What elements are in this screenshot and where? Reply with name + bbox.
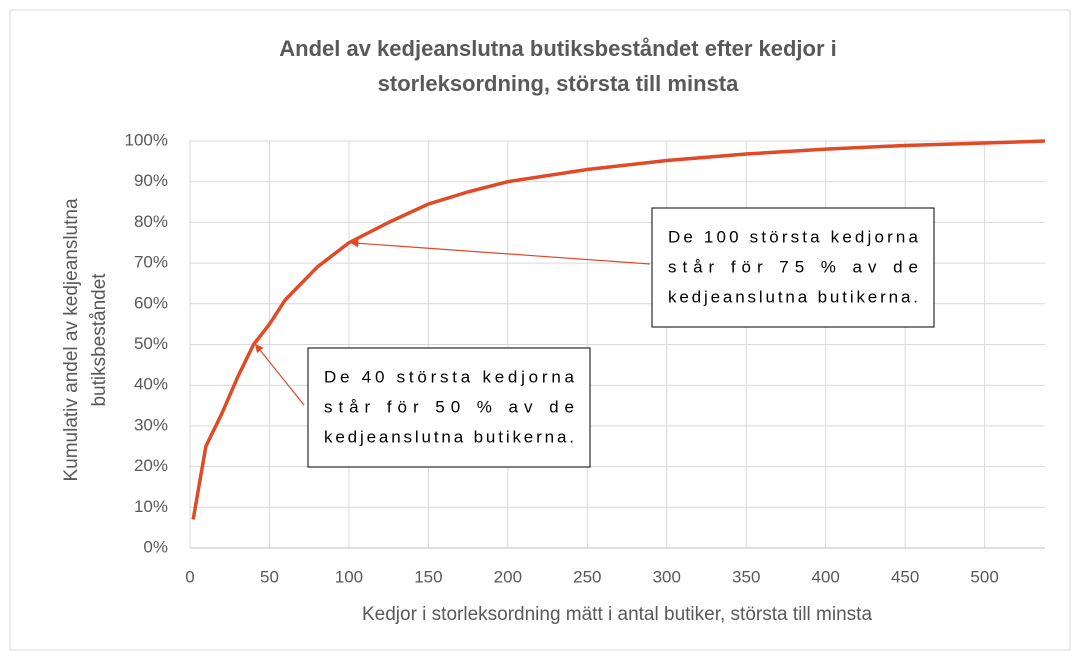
chart-title: storleksordning, största till minsta — [378, 71, 739, 96]
x-tick-label: 250 — [573, 567, 601, 586]
x-tick-label: 450 — [891, 567, 919, 586]
y-tick-label: 20% — [134, 456, 168, 475]
y-tick-label: 10% — [134, 497, 168, 516]
annotation-text: kedjeanslutna butikerna. — [324, 427, 574, 446]
x-tick-label: 200 — [494, 567, 522, 586]
y-tick-label: 80% — [134, 212, 168, 231]
y-axis-label: butiksbeståndet — [89, 273, 110, 407]
annotation-text: kedjeanslutna butikerna. — [668, 287, 918, 306]
annotation-arrow — [255, 343, 305, 406]
y-tick-label: 90% — [134, 171, 168, 190]
y-tick-label: 30% — [134, 415, 168, 434]
x-tick-label: 500 — [970, 567, 998, 586]
x-tick-label: 0 — [185, 567, 194, 586]
x-tick-label: 50 — [260, 567, 279, 586]
y-axis-label: Kumulativ andel av kedjeanslutna — [61, 198, 82, 482]
x-tick-label: 300 — [653, 567, 681, 586]
x-tick-label: 100 — [335, 567, 363, 586]
x-tick-label: 350 — [732, 567, 760, 586]
y-tick-label: 60% — [134, 293, 168, 312]
annotation-box — [651, 207, 935, 328]
annotation-box — [307, 347, 591, 468]
y-tick-label: 0% — [143, 537, 168, 556]
chart-title: Andel av kedjeanslutna butiksbeståndet e… — [279, 36, 837, 61]
annotation-arrow — [350, 239, 651, 265]
y-tick-label: 50% — [134, 334, 168, 353]
annotation-text: De 100 största kedjorna — [668, 227, 919, 246]
y-tick-label: 40% — [134, 375, 168, 394]
x-tick-label: 400 — [812, 567, 840, 586]
chart-border — [9, 9, 1071, 651]
data-line — [191, 139, 1046, 520]
y-tick-label: 100% — [125, 130, 168, 149]
x-axis-label: Kedjor i storleksordning mätt i antal bu… — [362, 604, 872, 625]
y-tick-label: 70% — [134, 253, 168, 272]
x-tick-label: 150 — [414, 567, 442, 586]
